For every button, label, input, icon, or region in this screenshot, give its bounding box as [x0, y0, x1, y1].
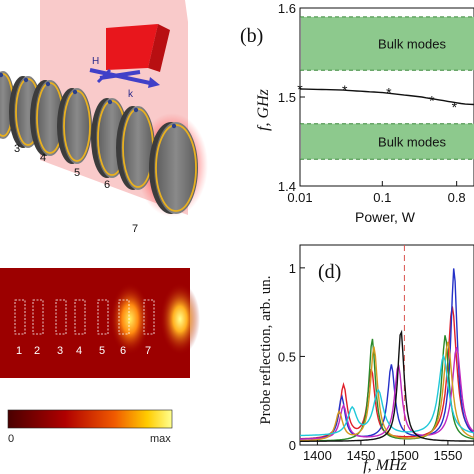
colorbar-max-label: max: [150, 433, 171, 445]
resonator-disks: [0, 71, 198, 214]
heatmap-background: [0, 268, 190, 378]
heatmap-label: 5: [99, 345, 105, 357]
y-tick-label: 1.5: [278, 90, 296, 105]
data-point: *: [429, 93, 435, 109]
x-tick-label: 0.1: [373, 190, 391, 205]
resonator-label: 3: [14, 143, 20, 155]
h-arrow-head: [148, 77, 160, 88]
resonator-disk: [35, 80, 65, 156]
chart-d-ticks: 1400 1450 1500 1550 0 0.5 1: [278, 261, 462, 463]
x-tick-label: 1550: [433, 448, 462, 463]
k-stem: [96, 68, 112, 84]
resonator-marker: [23, 77, 29, 83]
y-tick-label: 0: [289, 438, 296, 453]
heatmap-box: [74, 299, 86, 335]
colorbar: [7, 409, 173, 429]
x-tick-label: 1400: [303, 448, 332, 463]
resonator-label: 4: [40, 152, 46, 164]
hotspot-7: [160, 283, 200, 355]
resonator-marker: [171, 123, 177, 129]
k-arrow: [99, 70, 141, 80]
hotspot-5: [110, 283, 150, 355]
bulk-band: [301, 123, 474, 160]
resonator-marker: [45, 81, 51, 87]
heatmap-box: [118, 299, 130, 335]
data-point: *: [452, 99, 458, 115]
resonator-disk: [62, 88, 92, 164]
resonator-labels: 3 4 5 6 7: [14, 143, 138, 235]
resonator-label: 7: [132, 223, 138, 235]
panel-a-resonator-chain: H k 3 4 5 6 7: [0, 0, 208, 235]
heatmap-label: 4: [76, 345, 82, 357]
chart-b-points: * * * * *: [297, 81, 457, 115]
data-point: *: [342, 82, 348, 98]
colorbar-min-label: 0: [8, 433, 14, 445]
heatmap-box: [55, 299, 67, 335]
reflection-curve: [299, 353, 474, 437]
chart-d-ylabel: Probe reflection, arb. un.: [258, 275, 274, 424]
chart-b-xlabel: Power, W: [355, 209, 416, 225]
panel-d-chart: 1400 1450 1500 1550 0 0.5 1 (d) Probe reflecti…: [258, 244, 474, 474]
resonator-disk: [121, 106, 155, 190]
heatmap-label: 7: [145, 345, 151, 357]
x-tick-label: 1500: [390, 448, 419, 463]
reflection-curve: [300, 329, 474, 442]
y-tick-label: 1.6: [278, 1, 296, 16]
chart-b-fit-curve: [299, 88, 474, 106]
y-tick-label: 0.5: [278, 349, 296, 364]
k-label: k: [128, 89, 134, 100]
x-tick-label: 0.8: [448, 190, 466, 205]
chart-b-panel-label: (b): [240, 25, 263, 47]
bulk-band-label: Bulk modes: [378, 37, 446, 52]
bulk-band-label: Bulk modes: [378, 135, 446, 150]
heatmap-label: 2: [34, 345, 40, 357]
resonator-marker: [72, 89, 78, 95]
resonator-disk: [154, 122, 198, 214]
y-tick-label: 1: [289, 261, 296, 276]
chart-b-ticks: 0.01 0.1 0.8 1.4 1.5 1.6: [278, 1, 466, 205]
heatmap-label: 6: [120, 345, 126, 357]
h-label: H: [92, 56, 99, 67]
heatmap-label: 1: [16, 345, 22, 357]
x-tick-label: 0.01: [287, 190, 312, 205]
x-tick-label: 1450: [346, 448, 375, 463]
field-box-side: [148, 24, 170, 72]
y-tick-label: 1.4: [278, 179, 296, 194]
resonator-ring: [155, 124, 197, 212]
chart-b-ylabel: f, GHz: [255, 88, 272, 131]
heatmap-box: [32, 299, 44, 335]
heatmap-label: 3: [57, 345, 63, 357]
heatmap-box: [143, 299, 155, 335]
field-box: [106, 24, 158, 70]
panel-b-chart: Bulk modes Bulk modes 0.01 0.1 0.8 1.4 1.5 1.6…: [240, 1, 474, 225]
heatmap-box: [14, 299, 26, 335]
data-point: *: [386, 85, 392, 101]
chart-d-panel-label: (d): [318, 261, 341, 283]
heatmap-box: [97, 299, 109, 335]
resonator-marker: [0, 72, 4, 78]
resonator-marker: [133, 107, 139, 113]
chart-d-series: [299, 268, 474, 442]
resonator-ring: [63, 90, 91, 162]
chart-b-bands: Bulk modes Bulk modes: [300, 16, 474, 160]
bulk-band: [301, 16, 474, 71]
data-point: *: [297, 81, 303, 97]
resonator-label: 5: [74, 167, 80, 179]
chart-d-xlabel: f, MHz: [363, 457, 407, 474]
resonator-label: 6: [104, 179, 110, 191]
resonator-marker: [107, 99, 113, 105]
